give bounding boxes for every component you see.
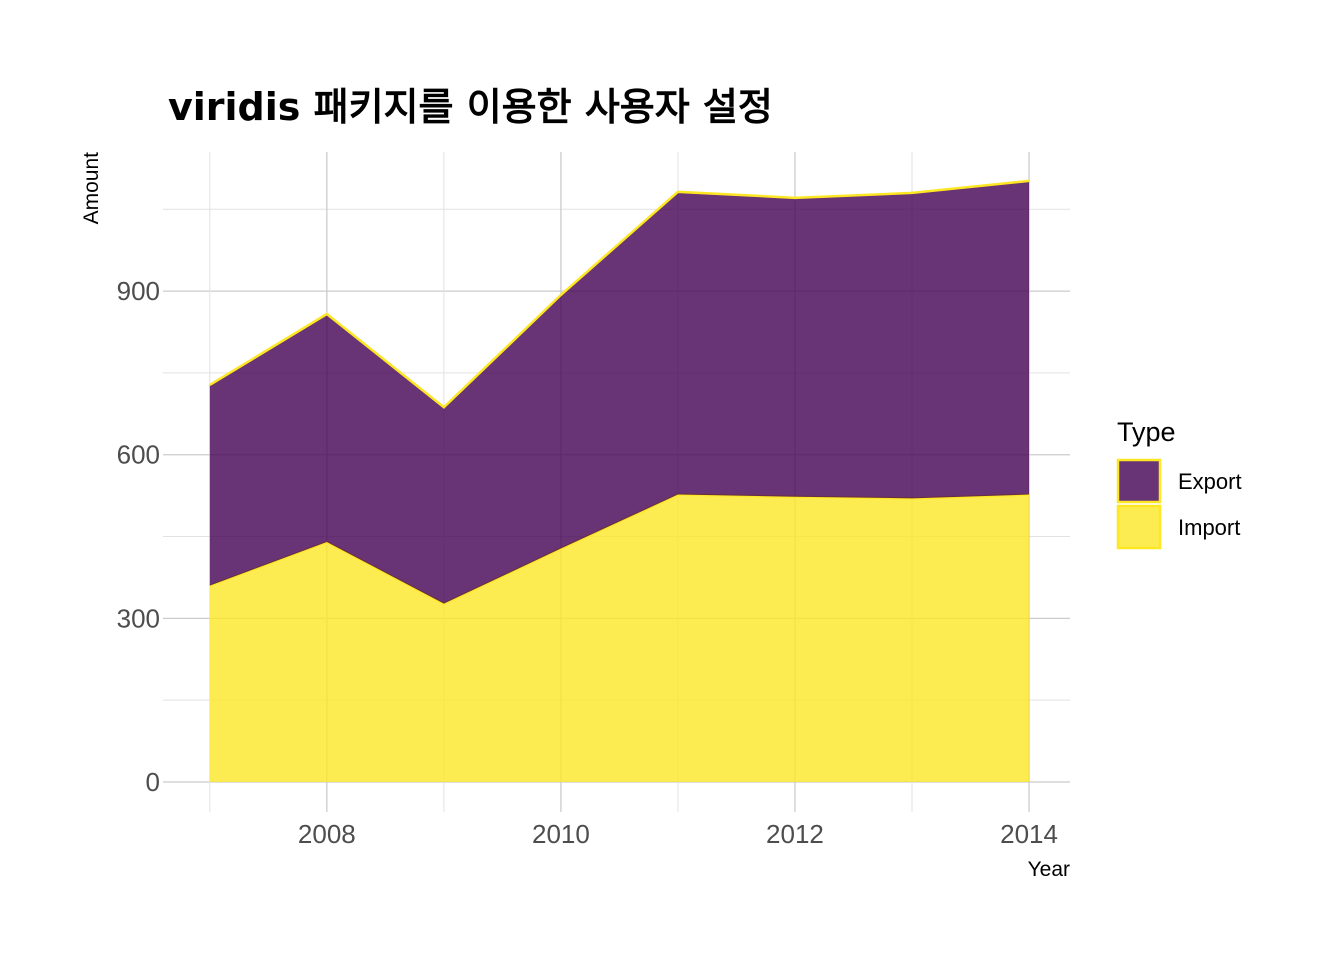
y-tick-label: 900 [117, 276, 160, 306]
y-tick-labels: 0 300 600 900 [117, 276, 160, 797]
area-import [209, 494, 1030, 782]
legend-title: Type [1117, 417, 1176, 447]
x-tick-label: 2012 [766, 819, 824, 849]
x-axis-title: Year [1028, 858, 1070, 881]
y-axis-title: Amount [80, 152, 103, 225]
chart-title: viridis 패키지를 이용한 사용자 설정 [168, 85, 773, 129]
legend-label-import: Import [1178, 515, 1240, 540]
legend-label-export: Export [1178, 469, 1242, 494]
x-tick-label: 2014 [1000, 819, 1058, 849]
legend: Type Export Import [1116, 417, 1242, 550]
area-outline-export [209, 179, 1030, 409]
legend-key-export [1116, 458, 1162, 504]
y-tick-label: 600 [117, 440, 160, 470]
y-tick-label: 0 [146, 767, 160, 797]
legend-key-import [1116, 504, 1162, 550]
x-tick-labels: 2008 2010 2012 2014 [298, 819, 1058, 849]
y-tick-label: 300 [117, 603, 160, 633]
x-tick-label: 2008 [298, 819, 356, 849]
area-export [209, 180, 1030, 604]
x-tick-label: 2010 [532, 819, 590, 849]
area-layers [209, 179, 1030, 782]
